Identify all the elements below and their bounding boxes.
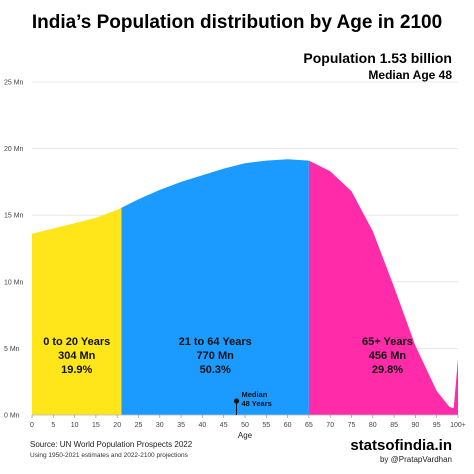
median-marker-dot — [233, 398, 240, 404]
band-label: 304 Mn — [58, 350, 96, 362]
band-label: 770 Mn — [197, 350, 235, 362]
chart-title: India’s Population distribution by Age i… — [31, 12, 443, 33]
band-label: 21 to 64 Years — [179, 336, 252, 348]
x-tick-label: 5 — [51, 422, 55, 429]
x-tick-label: 80 — [369, 422, 377, 429]
x-tick-label: 35 — [177, 422, 185, 429]
y-tick-label: 0 Mn — [4, 413, 20, 420]
x-tick-label: 25 — [135, 422, 143, 429]
x-tick-label: 95 — [433, 422, 441, 429]
y-tick-label: 15 Mn — [4, 213, 24, 220]
x-tick-label: 10 — [71, 422, 79, 429]
x-tick-label: 20 — [113, 422, 121, 429]
x-tick-label: 60 — [284, 422, 292, 429]
y-tick-label: 20 Mn — [4, 146, 24, 153]
x-tick-label: 45 — [220, 422, 228, 429]
y-tick-label: 5 Mn — [4, 346, 20, 353]
x-tick-label: 55 — [262, 422, 270, 429]
band-label: 456 Mn — [369, 350, 407, 362]
x-tick-label: 30 — [156, 422, 164, 429]
age-band-area — [308, 160, 458, 415]
band-label: 50.3% — [200, 364, 231, 376]
x-tick-label: 90 — [412, 422, 420, 429]
band-label: 19.9% — [61, 364, 92, 376]
source-note: Source: UN World Population Prospects 20… — [30, 440, 193, 449]
x-tick-label: 85 — [390, 422, 398, 429]
x-tick-label: 0 — [30, 422, 34, 429]
population-total: Population 1.53 billion — [303, 50, 452, 66]
band-label: 65+ Years — [362, 336, 413, 348]
median-marker-value: 48 Years — [241, 399, 271, 408]
y-tick-label: 25 Mn — [4, 80, 24, 87]
x-tick-label: 70 — [326, 422, 334, 429]
brand-name: statsofindia.in — [350, 437, 452, 454]
projection-note: Using 1950-2021 estimates and 2022-2100 … — [30, 452, 188, 459]
x-tick-label: 65 — [305, 422, 313, 429]
median-marker-label: Median — [241, 390, 267, 399]
x-axis-label: Age — [238, 431, 253, 440]
band-label: 0 to 20 Years — [43, 336, 110, 348]
x-tick-label: 75 — [348, 422, 356, 429]
author-handle: by @PratapVardhan — [379, 455, 452, 464]
band-label: 29.8% — [372, 364, 403, 376]
x-tick-label: 15 — [92, 422, 100, 429]
age-band-area — [121, 159, 309, 415]
x-tick-label: 100+ — [450, 422, 466, 429]
y-tick-label: 10 Mn — [4, 279, 24, 286]
age-band-area — [32, 207, 122, 415]
x-tick-label: 40 — [199, 422, 207, 429]
median-age: Median Age 48 — [368, 68, 452, 82]
x-tick-label: 50 — [241, 422, 249, 429]
